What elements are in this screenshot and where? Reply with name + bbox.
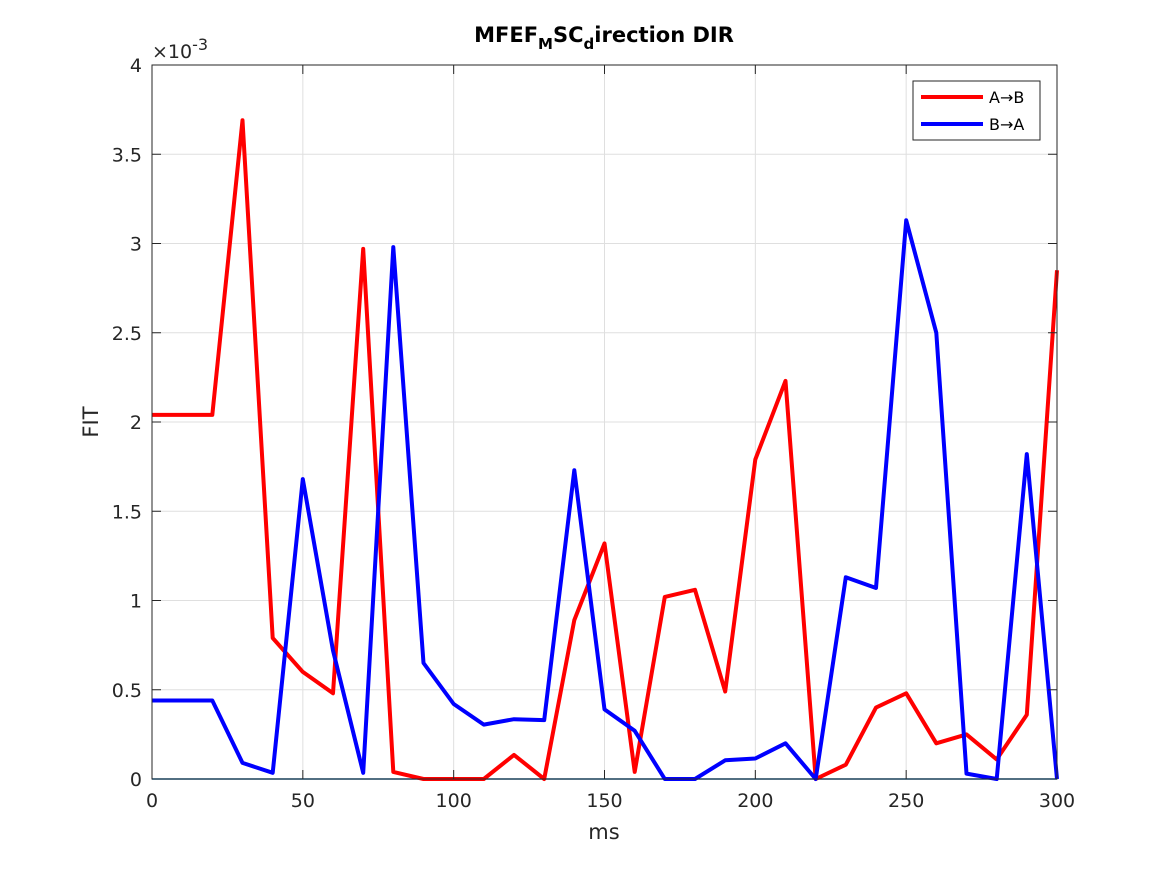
legend-label-b-to-a: B→A — [989, 115, 1024, 134]
y-tick-label: 2 — [130, 412, 142, 434]
y-exponent-base: ×10 — [152, 41, 192, 63]
y-tick-label: 0 — [130, 769, 142, 791]
y-tick-label: 1.5 — [112, 501, 142, 523]
title-segment: irection DIR — [594, 23, 734, 47]
y-tick-label: 3.5 — [112, 144, 142, 166]
x-tick-label: 100 — [436, 790, 472, 812]
x-tick-label: 50 — [291, 790, 315, 812]
title-subscript: d — [584, 35, 595, 53]
x-tick-label: 0 — [146, 790, 158, 812]
x-tick-label: 150 — [586, 790, 622, 812]
title-subscript: M — [538, 35, 553, 53]
y-exponent-label: ×10-3 — [152, 35, 208, 63]
series-layer — [152, 118, 1059, 781]
legend: A→B B→A — [912, 80, 1041, 141]
y-tick-label: 1 — [130, 591, 142, 613]
x-tick-labels: 0 50 100 150 200 250 300 — [146, 790, 1075, 812]
ticks — [151, 64, 1058, 780]
series-line-b-to-a — [152, 218, 1059, 781]
title-segment: SC — [553, 23, 584, 47]
y-tick-label: 2.5 — [112, 323, 142, 345]
x-tick-label: 250 — [888, 790, 924, 812]
legend-box — [912, 80, 1041, 141]
x-axis-label: ms — [588, 820, 619, 844]
y-tick-labels: 0 0.5 1 1.5 2 2.5 3 3.5 4 — [112, 55, 142, 791]
series-line-a-to-b — [152, 118, 1059, 781]
legend-label-a-to-b: A→B — [989, 88, 1024, 107]
y-axis-label: FIT — [79, 406, 103, 437]
chart-title: MFEFMSCdirection DIR — [474, 23, 734, 53]
y-tick-label: 3 — [130, 234, 142, 256]
y-tick-label: 4 — [130, 55, 142, 77]
title-segment: MFEF — [474, 23, 538, 47]
x-tick-label: 200 — [737, 790, 773, 812]
y-tick-label: 0.5 — [112, 680, 142, 702]
x-tick-label: 300 — [1039, 790, 1075, 812]
y-exponent-power: -3 — [192, 35, 208, 54]
